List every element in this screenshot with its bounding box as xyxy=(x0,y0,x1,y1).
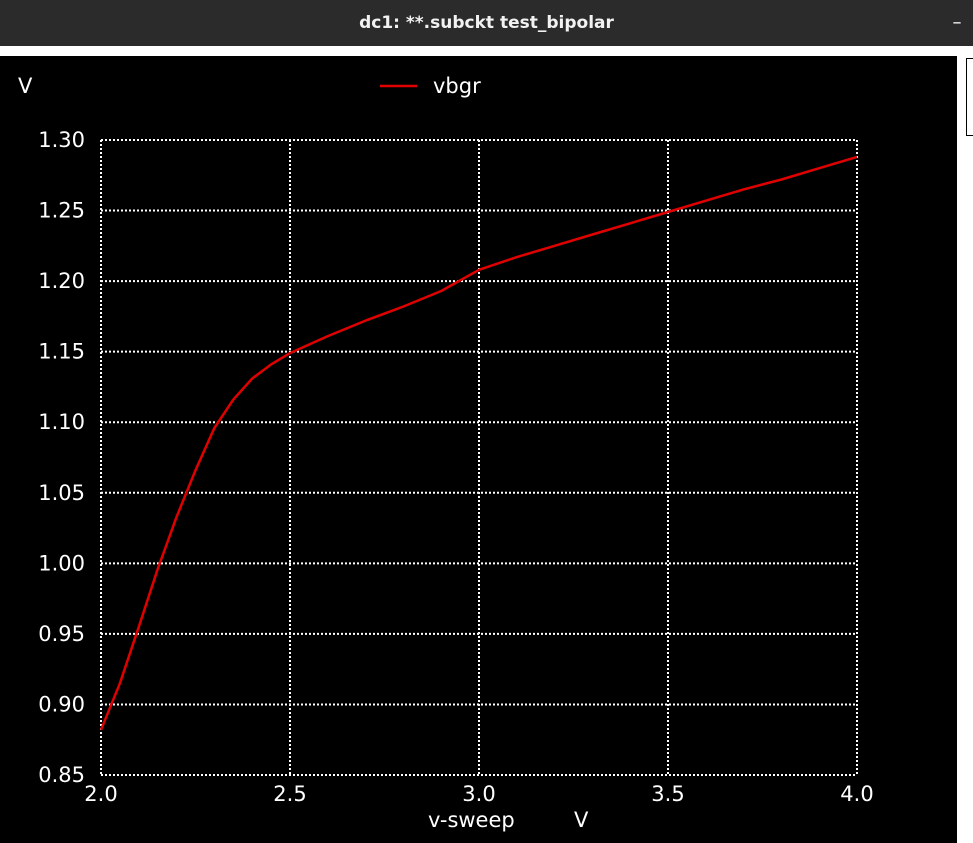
y-tick-label: 1.10 xyxy=(38,410,85,434)
y-tick-label: 0.90 xyxy=(38,692,85,716)
chart-svg: 2.0 2.5 3.0 3.5 4.0 1.30 1.25 1.20 1.15 1.10 1.05 1… xyxy=(18,74,874,832)
series-layer xyxy=(99,155,858,731)
y-tick-label: 1.25 xyxy=(38,199,85,223)
side-panel xyxy=(964,56,973,843)
legend: vbgr xyxy=(380,74,481,98)
x-tick-label: 4.0 xyxy=(840,782,873,806)
y-tick-label: 0.95 xyxy=(38,622,85,646)
y-tick-label: 1.05 xyxy=(38,481,85,505)
y-tick-label: 1.00 xyxy=(38,551,85,575)
y-tick-label: 1.20 xyxy=(38,269,85,293)
y-tick-label: 1.15 xyxy=(38,340,85,364)
series-line-vbgr xyxy=(99,155,858,731)
y-tick-label: 1.30 xyxy=(38,128,85,152)
minimize-button[interactable]: – xyxy=(952,12,962,33)
title-bar: dc1: **.subckt test_bipolar – xyxy=(0,0,973,46)
x-unit-label: V xyxy=(574,808,589,832)
grid xyxy=(100,139,858,776)
x-axis-label: v-sweep xyxy=(428,808,515,832)
y-unit-label: V xyxy=(18,74,33,98)
window-title: dc1: **.subckt test_bipolar xyxy=(359,13,614,33)
side-handle[interactable] xyxy=(966,58,973,136)
plot-area[interactable]: 2.0 2.5 3.0 3.5 4.0 1.30 1.25 1.20 1.15 1.10 1.05 1… xyxy=(0,56,957,843)
x-tick-label: 2.0 xyxy=(84,782,117,806)
legend-label-vbgr: vbgr xyxy=(433,74,481,98)
tick-labels: 2.0 2.5 3.0 3.5 4.0 1.30 1.25 1.20 1.15 1.10 1.05 1… xyxy=(38,128,873,806)
x-tick-label: 2.5 xyxy=(273,782,306,806)
x-tick-label: 3.0 xyxy=(462,782,495,806)
x-tick-label: 3.5 xyxy=(651,782,684,806)
y-tick-label: 0.85 xyxy=(38,763,85,787)
